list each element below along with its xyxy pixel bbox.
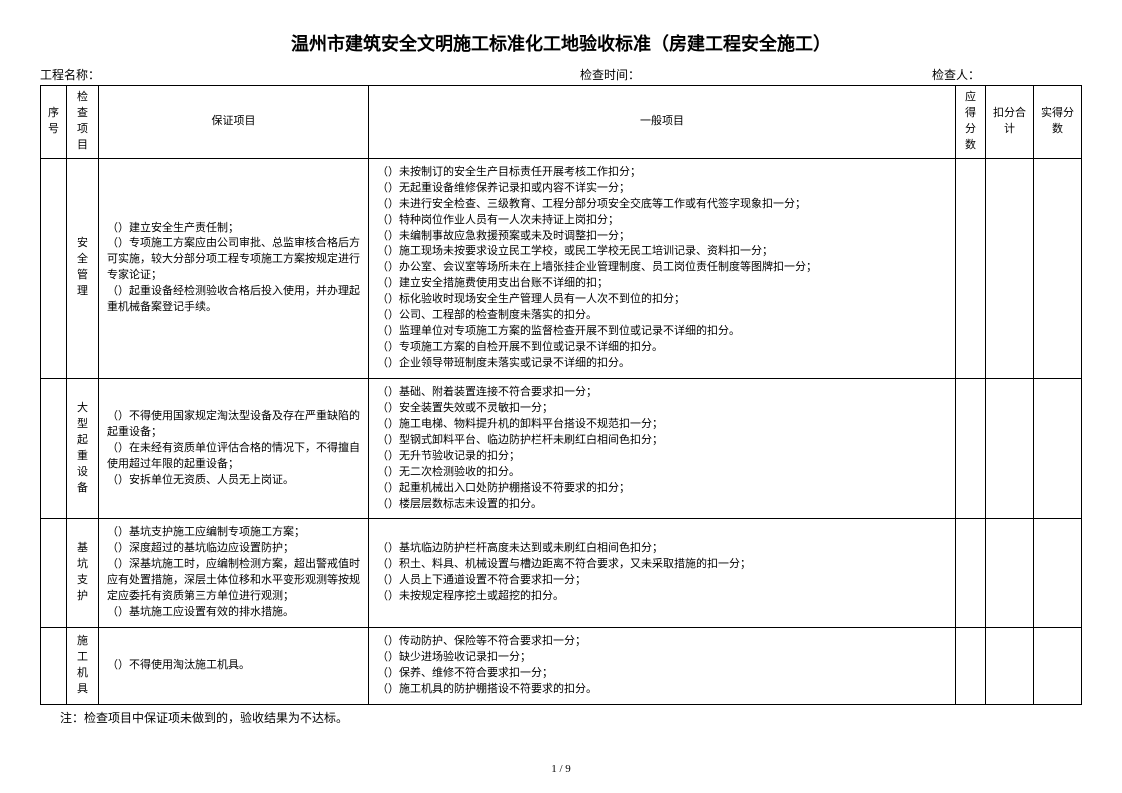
- cell-seq: [41, 378, 67, 519]
- cell-actual: [1034, 519, 1082, 628]
- cell-seq: [41, 158, 67, 378]
- cell-general: （）基础、附着装置连接不符合要求扣一分；（）安全装置失效或不灵敏扣一分；（）施工…: [369, 378, 956, 519]
- col-actual: 实得分数: [1034, 86, 1082, 159]
- cell-actual: [1034, 158, 1082, 378]
- cell-category: 基坑支护: [67, 519, 99, 628]
- cell-guarantee: （）基坑支护施工应编制专项施工方案；（）深度超过的基坑临边应设置防护；（）深基坑…: [99, 519, 369, 628]
- cell-seq: [41, 519, 67, 628]
- cell-deduct: [986, 378, 1034, 519]
- col-score: 应得分数: [956, 86, 986, 159]
- cell-score: [956, 378, 986, 519]
- cell-guarantee: （）不得使用国家规定淘汰型设备及存在严重缺陷的起重设备；（）在未经有资质单位评估…: [99, 378, 369, 519]
- table-row: 安全管理（）建立安全生产责任制；（）专项施工方案应由公司审批、总监审核合格后方可…: [41, 158, 1082, 378]
- col-guarantee: 保证项目: [99, 86, 369, 159]
- time-label: 检查时间：: [580, 66, 932, 83]
- table-row: 施工机具（）不得使用淘汰施工机具。（）传动防护、保险等不符合要求扣一分；（）缺少…: [41, 628, 1082, 705]
- footnote: 注：检查项目中保证项未做到的，验收结果为不达标。: [40, 709, 1082, 726]
- cell-deduct: [986, 628, 1034, 705]
- cell-actual: [1034, 628, 1082, 705]
- cell-category: 大型起重设备: [67, 378, 99, 519]
- cell-actual: [1034, 378, 1082, 519]
- table-row: 基坑支护（）基坑支护施工应编制专项施工方案；（）深度超过的基坑临边应设置防护；（…: [41, 519, 1082, 628]
- cell-deduct: [986, 158, 1034, 378]
- table-header-row: 序号 检查项目 保证项目 一般项目 应得分数 扣分合计 实得分数: [41, 86, 1082, 159]
- col-seq: 序号: [41, 86, 67, 159]
- page-number: 1 / 9: [0, 763, 1122, 775]
- cell-general: （）基坑临边防护栏杆高度未达到或未刷红白相间色扣分；（）积土、料具、机械设置与槽…: [369, 519, 956, 628]
- header-row: 工程名称： 检查时间： 检查人：: [40, 66, 1082, 83]
- cell-deduct: [986, 519, 1034, 628]
- person-label: 检查人：: [932, 66, 1082, 83]
- cell-category: 施工机具: [67, 628, 99, 705]
- cell-score: [956, 158, 986, 378]
- col-deduct: 扣分合计: [986, 86, 1034, 159]
- cell-seq: [41, 628, 67, 705]
- page-title: 温州市建筑安全文明施工标准化工地验收标准（房建工程安全施工）: [40, 30, 1082, 56]
- cell-general: （）传动防护、保险等不符合要求扣一分；（）缺少进场验收记录扣一分；（）保养、维修…: [369, 628, 956, 705]
- cell-score: [956, 628, 986, 705]
- cell-guarantee: （）不得使用淘汰施工机具。: [99, 628, 369, 705]
- cell-guarantee: （）建立安全生产责任制；（）专项施工方案应由公司审批、总监审核合格后方可实施，较…: [99, 158, 369, 378]
- col-cat: 检查项目: [67, 86, 99, 159]
- inspection-table: 序号 检查项目 保证项目 一般项目 应得分数 扣分合计 实得分数 安全管理（）建…: [40, 85, 1082, 705]
- project-label: 工程名称：: [40, 66, 580, 83]
- cell-score: [956, 519, 986, 628]
- cell-category: 安全管理: [67, 158, 99, 378]
- col-general: 一般项目: [369, 86, 956, 159]
- cell-general: （）未按制订的安全生产目标责任开展考核工作扣分；（）无起重设备维修保养记录扣或内…: [369, 158, 956, 378]
- table-row: 大型起重设备（）不得使用国家规定淘汰型设备及存在严重缺陷的起重设备；（）在未经有…: [41, 378, 1082, 519]
